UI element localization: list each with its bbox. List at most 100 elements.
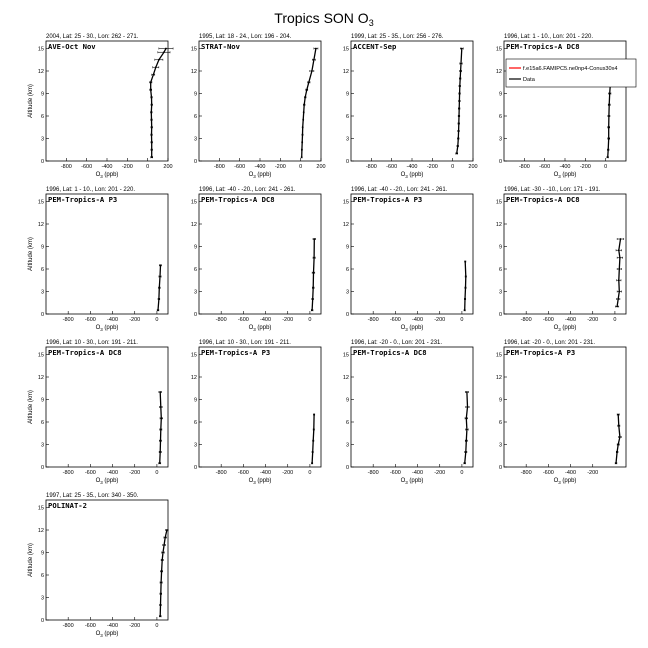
x-axis-label-unit: (ppb) — [103, 478, 119, 484]
y-tick-label: 0 — [194, 312, 197, 318]
x-axis-label: O3 (ppb) — [554, 172, 577, 179]
y-tick-label: 15 — [343, 47, 349, 53]
data-point — [302, 118, 305, 121]
data-point — [615, 462, 617, 465]
x-axis-label: O3 (ppb) — [249, 478, 272, 485]
x-tick-label: -400 — [406, 164, 417, 170]
data-point — [302, 111, 305, 114]
data-point — [150, 156, 153, 159]
data-point — [160, 417, 163, 420]
y-tick-label: 3 — [346, 290, 349, 296]
data-point — [619, 436, 621, 438]
data-point — [458, 107, 461, 110]
y-tick-label: 9 — [41, 551, 44, 557]
plot-frame — [503, 346, 627, 468]
plot-frame — [45, 346, 169, 468]
data-point — [607, 148, 610, 151]
x-tick-label: 0 — [155, 623, 158, 629]
y-tick-label: 12 — [191, 222, 197, 228]
x-axis-label: O3 (ppb) — [96, 631, 119, 638]
panel-6: 1996, Lat: -40 - -20., Lon: 241 - 261. PE… — [191, 187, 322, 332]
data-point — [312, 271, 315, 274]
x-axis-label-subscript: 3 — [253, 174, 256, 179]
x-tick-label: -400 — [260, 470, 271, 476]
data-point — [313, 238, 316, 240]
x-tick-label: -400 — [565, 470, 576, 476]
data-point — [618, 268, 621, 270]
x-tick-label: -600 — [543, 317, 554, 323]
data-point — [164, 536, 167, 539]
panel-header: 1996, Lat: -40 - -20., Lon: 241 - 261. — [199, 187, 296, 193]
data-point — [158, 286, 161, 289]
data-point — [457, 122, 460, 125]
x-axis-label-main: O — [401, 325, 406, 331]
plot-frame — [45, 499, 169, 621]
x-axis-label-main: O — [554, 325, 559, 331]
data-point — [150, 96, 153, 99]
panel-8: 1996, Lat: -30 - -10., Lon: 171 - 191. PE… — [496, 187, 627, 332]
y-tick-label: 12 — [496, 69, 502, 75]
campaign-label: ACCENT-Sep — [353, 42, 397, 51]
x-axis-label-main: O — [96, 172, 101, 178]
data-point — [150, 133, 153, 136]
data-point — [150, 141, 153, 144]
data-point — [150, 111, 153, 114]
x-tick-label: -600 — [81, 164, 92, 170]
data-point — [160, 570, 163, 573]
x-axis-label-subscript: 3 — [405, 174, 408, 179]
x-axis-label-main: O — [96, 631, 101, 637]
x-tick-label: 0 — [308, 470, 311, 476]
x-axis-label-unit: (ppb) — [103, 172, 119, 178]
y-tick-label: 3 — [499, 443, 502, 449]
plot-frame — [350, 346, 474, 468]
data-point — [310, 70, 313, 72]
y-tick-label: 3 — [41, 137, 44, 143]
data-point — [165, 47, 167, 50]
panel-header: 1996, Lat: 1 - 10., Lon: 201 - 220. — [46, 187, 135, 193]
y-tick-label: 0 — [346, 312, 349, 318]
y-tick-label: 3 — [41, 596, 44, 602]
x-tick-label: -200 — [129, 623, 140, 629]
x-tick-label: -200 — [434, 470, 445, 476]
y-tick-label: 0 — [41, 618, 44, 624]
x-axis-label-main: O — [249, 478, 254, 484]
data-point — [159, 275, 161, 278]
data-point — [312, 286, 315, 289]
x-tick-label: -400 — [107, 317, 118, 323]
x-tick-label: -800 — [214, 164, 225, 170]
x-axis-label-subscript: 3 — [558, 480, 561, 485]
data-point — [161, 559, 164, 561]
x-axis-label: O3 (ppb) — [554, 478, 577, 485]
y-tick-label: 12 — [496, 222, 502, 228]
data-point — [466, 406, 469, 408]
data-point — [165, 529, 168, 531]
campaign-label: PEM-Tropics-A DC8 — [506, 195, 580, 204]
x-axis-label-unit: (ppb) — [256, 172, 272, 178]
y-tick-label: 0 — [499, 312, 502, 318]
data-point — [457, 137, 460, 140]
plot-frame — [198, 193, 322, 315]
x-axis-label: O3 (ppb) — [401, 478, 424, 485]
y-tick-label: 3 — [499, 290, 502, 296]
campaign-label: PEM-Tropics-A DC8 — [353, 348, 427, 357]
data-point — [455, 152, 458, 155]
data-point — [149, 81, 152, 84]
x-tick-label: -400 — [254, 164, 265, 170]
data-point — [163, 51, 165, 54]
data-point — [159, 428, 162, 431]
data-point — [616, 451, 619, 453]
x-tick-label: 200 — [316, 164, 325, 170]
x-tick-label: -200 — [122, 164, 133, 170]
y-axis-label: Altitude (km) — [28, 237, 34, 271]
x-axis-label: O3 (ppb) — [401, 172, 424, 179]
x-tick-label: -600 — [386, 164, 397, 170]
y-tick-label: 0 — [346, 465, 349, 471]
panels-grid: 2004, Lat: 25 - 30., Lon: 262 - 271. AVE-… — [28, 34, 637, 638]
x-axis-label-unit: (ppb) — [561, 325, 577, 331]
y-tick-label: 0 — [346, 159, 349, 165]
y-tick-label: 15 — [191, 200, 197, 206]
panel-2: 1995, Lat: 18 - 24., Lon: 196 - 204. STRA… — [191, 34, 326, 179]
y-tick-label: 3 — [194, 443, 197, 449]
data-point — [463, 309, 466, 312]
x-axis-label-unit: (ppb) — [256, 478, 272, 484]
